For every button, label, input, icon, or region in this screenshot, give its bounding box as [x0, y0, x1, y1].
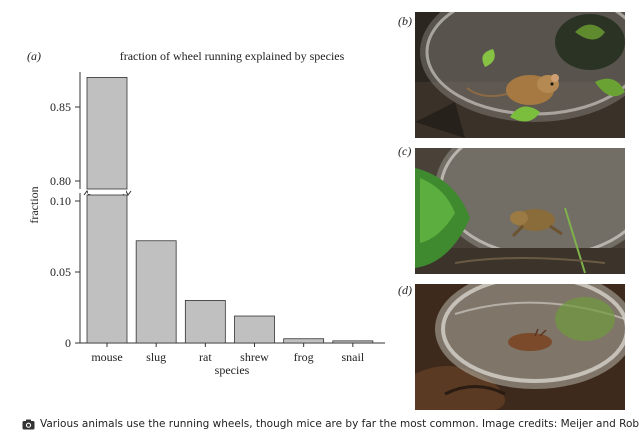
bar-mouse-lower: [86, 194, 128, 344]
x-tick-label-mouse: mouse: [91, 350, 122, 364]
bar-slug: [135, 240, 177, 344]
x-tick-label-snail: snail: [341, 350, 364, 364]
panel-label-c: (c): [398, 144, 412, 158]
y-tick-label: 0: [65, 336, 71, 350]
chart-bars: [86, 77, 374, 344]
photo-frog-in-wheel: [415, 148, 625, 274]
y-tick-label: 0.80: [50, 174, 71, 188]
y-axis-ticks: 0 0.05 0.10 0.80 0.85: [50, 100, 80, 350]
y-tick-label: 0.10: [50, 194, 71, 208]
bar-mouse: [86, 77, 128, 190]
x-tick-label-shrew: shrew: [240, 350, 269, 364]
bar-chart: fraction of wheel running explained by s…: [27, 49, 385, 377]
bar-snail: [332, 340, 374, 344]
bar-shrew: [234, 315, 275, 344]
bar-frog: [283, 338, 325, 344]
bar-break-gap: [88, 190, 126, 194]
caption-text: Various animals use the running wheels, …: [40, 418, 639, 430]
x-tick-label-rat: rat: [199, 350, 212, 364]
y-tick-label: 0.85: [50, 100, 71, 114]
x-axis-ticks: mouse slug rat shrew frog snail: [91, 343, 365, 364]
chart-title: fraction of wheel running explained by s…: [120, 49, 345, 63]
figure-caption: Various animals use the running wheels, …: [22, 418, 639, 430]
panel-label-a: (a): [27, 49, 41, 63]
photo-slug-in-wheel: [415, 284, 625, 410]
x-axis-label: species: [215, 363, 250, 377]
y-tick-label: 0.05: [50, 265, 71, 279]
photo-mouse-in-wheel: [415, 12, 625, 138]
bar-rat: [184, 299, 226, 344]
panel-label-d: (d): [398, 283, 412, 297]
x-tick-label-slug: slug: [146, 350, 166, 364]
panel-label-b: (b): [398, 14, 412, 28]
x-tick-label-frog: frog: [294, 350, 314, 364]
camera-icon: [22, 419, 35, 430]
y-axis-label: fraction: [27, 186, 41, 223]
